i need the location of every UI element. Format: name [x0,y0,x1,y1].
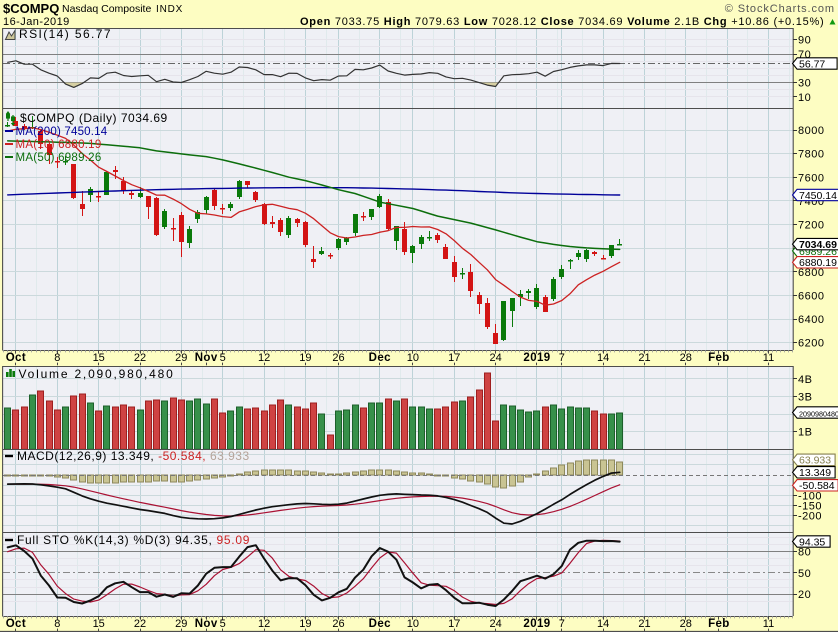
svg-text:Nov: Nov [195,618,218,630]
svg-text:5: 5 [220,352,226,364]
svg-text:Open 7033.75 High 7079.63 Lo: Open 7033.75 High 7079.63 Low 7028.12 Cl… [300,16,824,28]
svg-text:6800: 6800 [798,267,824,279]
svg-text:19: 19 [299,352,311,364]
svg-text:4B: 4B [798,374,812,386]
svg-text:19: 19 [299,618,311,630]
svg-text:© StockCharts.com: © StockCharts.com [725,3,835,15]
svg-text:6400: 6400 [798,314,824,326]
svg-text:28: 28 [680,352,692,364]
svg-text:Oct: Oct [6,618,26,630]
svg-text:-50.584: -50.584 [799,480,835,492]
svg-text:INDX: INDX [156,4,183,15]
svg-text:Nov: Nov [195,352,218,364]
svg-text:12: 12 [258,352,270,364]
svg-text:10: 10 [407,618,419,630]
svg-text:16-Jan-2019: 16-Jan-2019 [3,16,70,28]
svg-text:7450.14: 7450.14 [799,190,837,202]
svg-text:50: 50 [798,568,811,580]
svg-text:$COMPQ: $COMPQ [3,1,59,16]
svg-text:56.77: 56.77 [799,58,825,70]
svg-text:21: 21 [638,618,650,630]
svg-text:30: 30 [798,78,811,90]
svg-text:2019: 2019 [523,618,550,630]
svg-text:-150: -150 [798,501,822,513]
svg-text:Full STO %K(14,3) %D(3) 94.35,: Full STO %K(14,3) %D(3) 94.35, 95.09 [17,533,250,547]
svg-text:17: 17 [448,618,460,630]
svg-text:26: 26 [332,618,344,630]
svg-text:10: 10 [407,352,419,364]
svg-text:15: 15 [93,352,105,364]
svg-text:22: 22 [134,618,146,630]
svg-text:7800: 7800 [798,149,824,161]
svg-text:14: 14 [597,618,609,630]
svg-text:$COMPQ (Daily) 7034.69: $COMPQ (Daily) 7034.69 [20,111,168,125]
svg-text:22: 22 [134,352,146,364]
svg-text:24: 24 [489,618,501,630]
svg-text:5: 5 [220,618,226,630]
svg-text:63.933: 63.933 [799,455,831,467]
svg-text:MA(50) 6989.26: MA(50) 6989.26 [16,152,102,164]
svg-text:Feb: Feb [708,352,730,364]
svg-text:13.349: 13.349 [799,467,831,479]
svg-text:7034.69: 7034.69 [799,239,837,251]
svg-text:MA(10) 6880.19: MA(10) 6880.19 [16,139,102,151]
svg-text:8000: 8000 [798,125,824,137]
svg-text:6989.26: 6989.26 [799,246,837,258]
svg-text:1B: 1B [798,427,812,439]
svg-text:Nasdaq Composite: Nasdaq Composite [62,3,151,15]
svg-text:RSI(14) 56.77: RSI(14) 56.77 [19,27,112,41]
svg-text:-100: -100 [798,490,822,502]
svg-text:7600: 7600 [798,172,824,184]
svg-text:8: 8 [54,618,60,630]
svg-text:7: 7 [559,618,565,630]
svg-text:Oct: Oct [6,352,26,364]
svg-text:-200: -200 [798,511,822,523]
svg-text:11: 11 [763,352,774,364]
svg-text:3B: 3B [798,392,812,404]
svg-text:2019: 2019 [523,352,550,364]
svg-text:Feb: Feb [708,618,730,630]
svg-text:14: 14 [597,352,609,364]
svg-text:24: 24 [489,352,501,364]
svg-text:94.35: 94.35 [799,536,825,548]
svg-text:MACD(12,26,9) 13.349, -50.584,: MACD(12,26,9) 13.349, -50.584, 63.933 [17,449,250,463]
svg-text:7200: 7200 [798,220,824,232]
svg-text:21: 21 [638,352,650,364]
svg-text:90: 90 [798,35,811,47]
svg-text:26: 26 [332,352,344,364]
svg-text:2090980480: 2090980480 [799,409,838,418]
svg-text:6200: 6200 [798,338,824,350]
svg-text:6600: 6600 [798,290,824,302]
svg-text:11: 11 [763,618,774,630]
svg-text:80: 80 [798,547,811,559]
svg-text:MA(200) 7450.14: MA(200) 7450.14 [16,126,108,138]
svg-text:6880.19: 6880.19 [799,257,837,269]
svg-text:17: 17 [448,352,460,364]
svg-text:20: 20 [798,589,811,601]
svg-text:10: 10 [798,92,811,104]
svg-text:7: 7 [559,352,565,364]
svg-text:28: 28 [680,618,692,630]
svg-text:8: 8 [54,352,60,364]
svg-text:Volume 2,090,980,480: Volume 2,090,980,480 [19,367,175,381]
svg-text:Dec: Dec [369,618,392,630]
svg-text:29: 29 [175,618,187,630]
svg-text:Dec: Dec [369,352,392,364]
svg-text:12: 12 [258,618,270,630]
svg-text:29: 29 [175,352,187,364]
svg-text:15: 15 [93,618,105,630]
